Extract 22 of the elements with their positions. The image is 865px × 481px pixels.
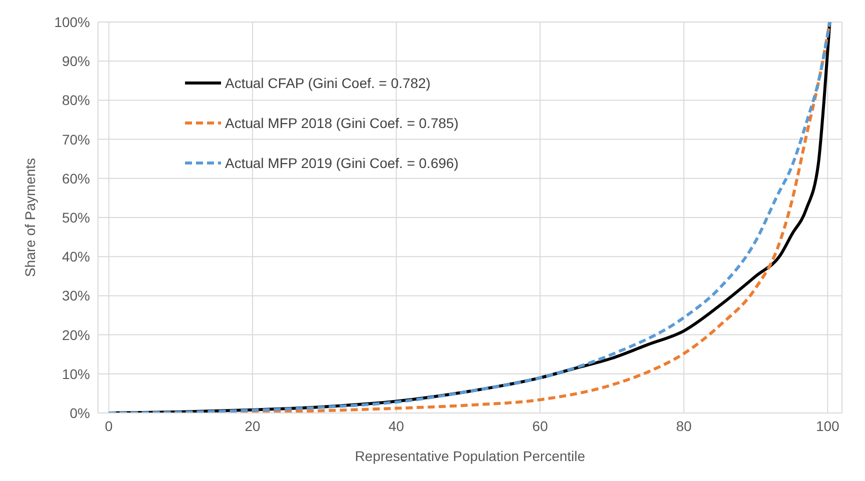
- legend-label: Actual MFP 2018 (Gini Coef. = 0.785): [225, 115, 459, 131]
- x-axis-title: Representative Population Percentile: [354, 448, 586, 464]
- x-tick-label: 100: [816, 418, 840, 434]
- y-tick-label: 100%: [54, 14, 90, 30]
- x-tick-label: 0: [104, 418, 113, 434]
- y-tick-label: 60%: [62, 170, 90, 186]
- legend-label: Actual CFAP (Gini Coef. = 0.782): [225, 75, 431, 91]
- y-tick-label: 40%: [62, 248, 90, 265]
- y-tick-label: 50%: [62, 209, 90, 226]
- y-axis-title: Share of Payments: [22, 158, 38, 278]
- y-tick-label: 70%: [62, 131, 90, 148]
- x-tick-label: 60: [532, 418, 548, 434]
- x-tick-label: 20: [244, 418, 261, 434]
- y-tick-label: 90%: [62, 53, 90, 70]
- x-tick-label: 80: [676, 418, 692, 434]
- x-tick-label: 40: [388, 418, 404, 434]
- y-tick-label: 30%: [62, 288, 90, 304]
- y-tick-label: 80%: [62, 92, 90, 108]
- y-tick-label: 10%: [62, 366, 90, 382]
- y-tick-label: 20%: [62, 326, 90, 343]
- y-tick-label: 0%: [70, 404, 90, 421]
- legend-label: Actual MFP 2019 (Gini Coef. = 0.696): [225, 155, 459, 171]
